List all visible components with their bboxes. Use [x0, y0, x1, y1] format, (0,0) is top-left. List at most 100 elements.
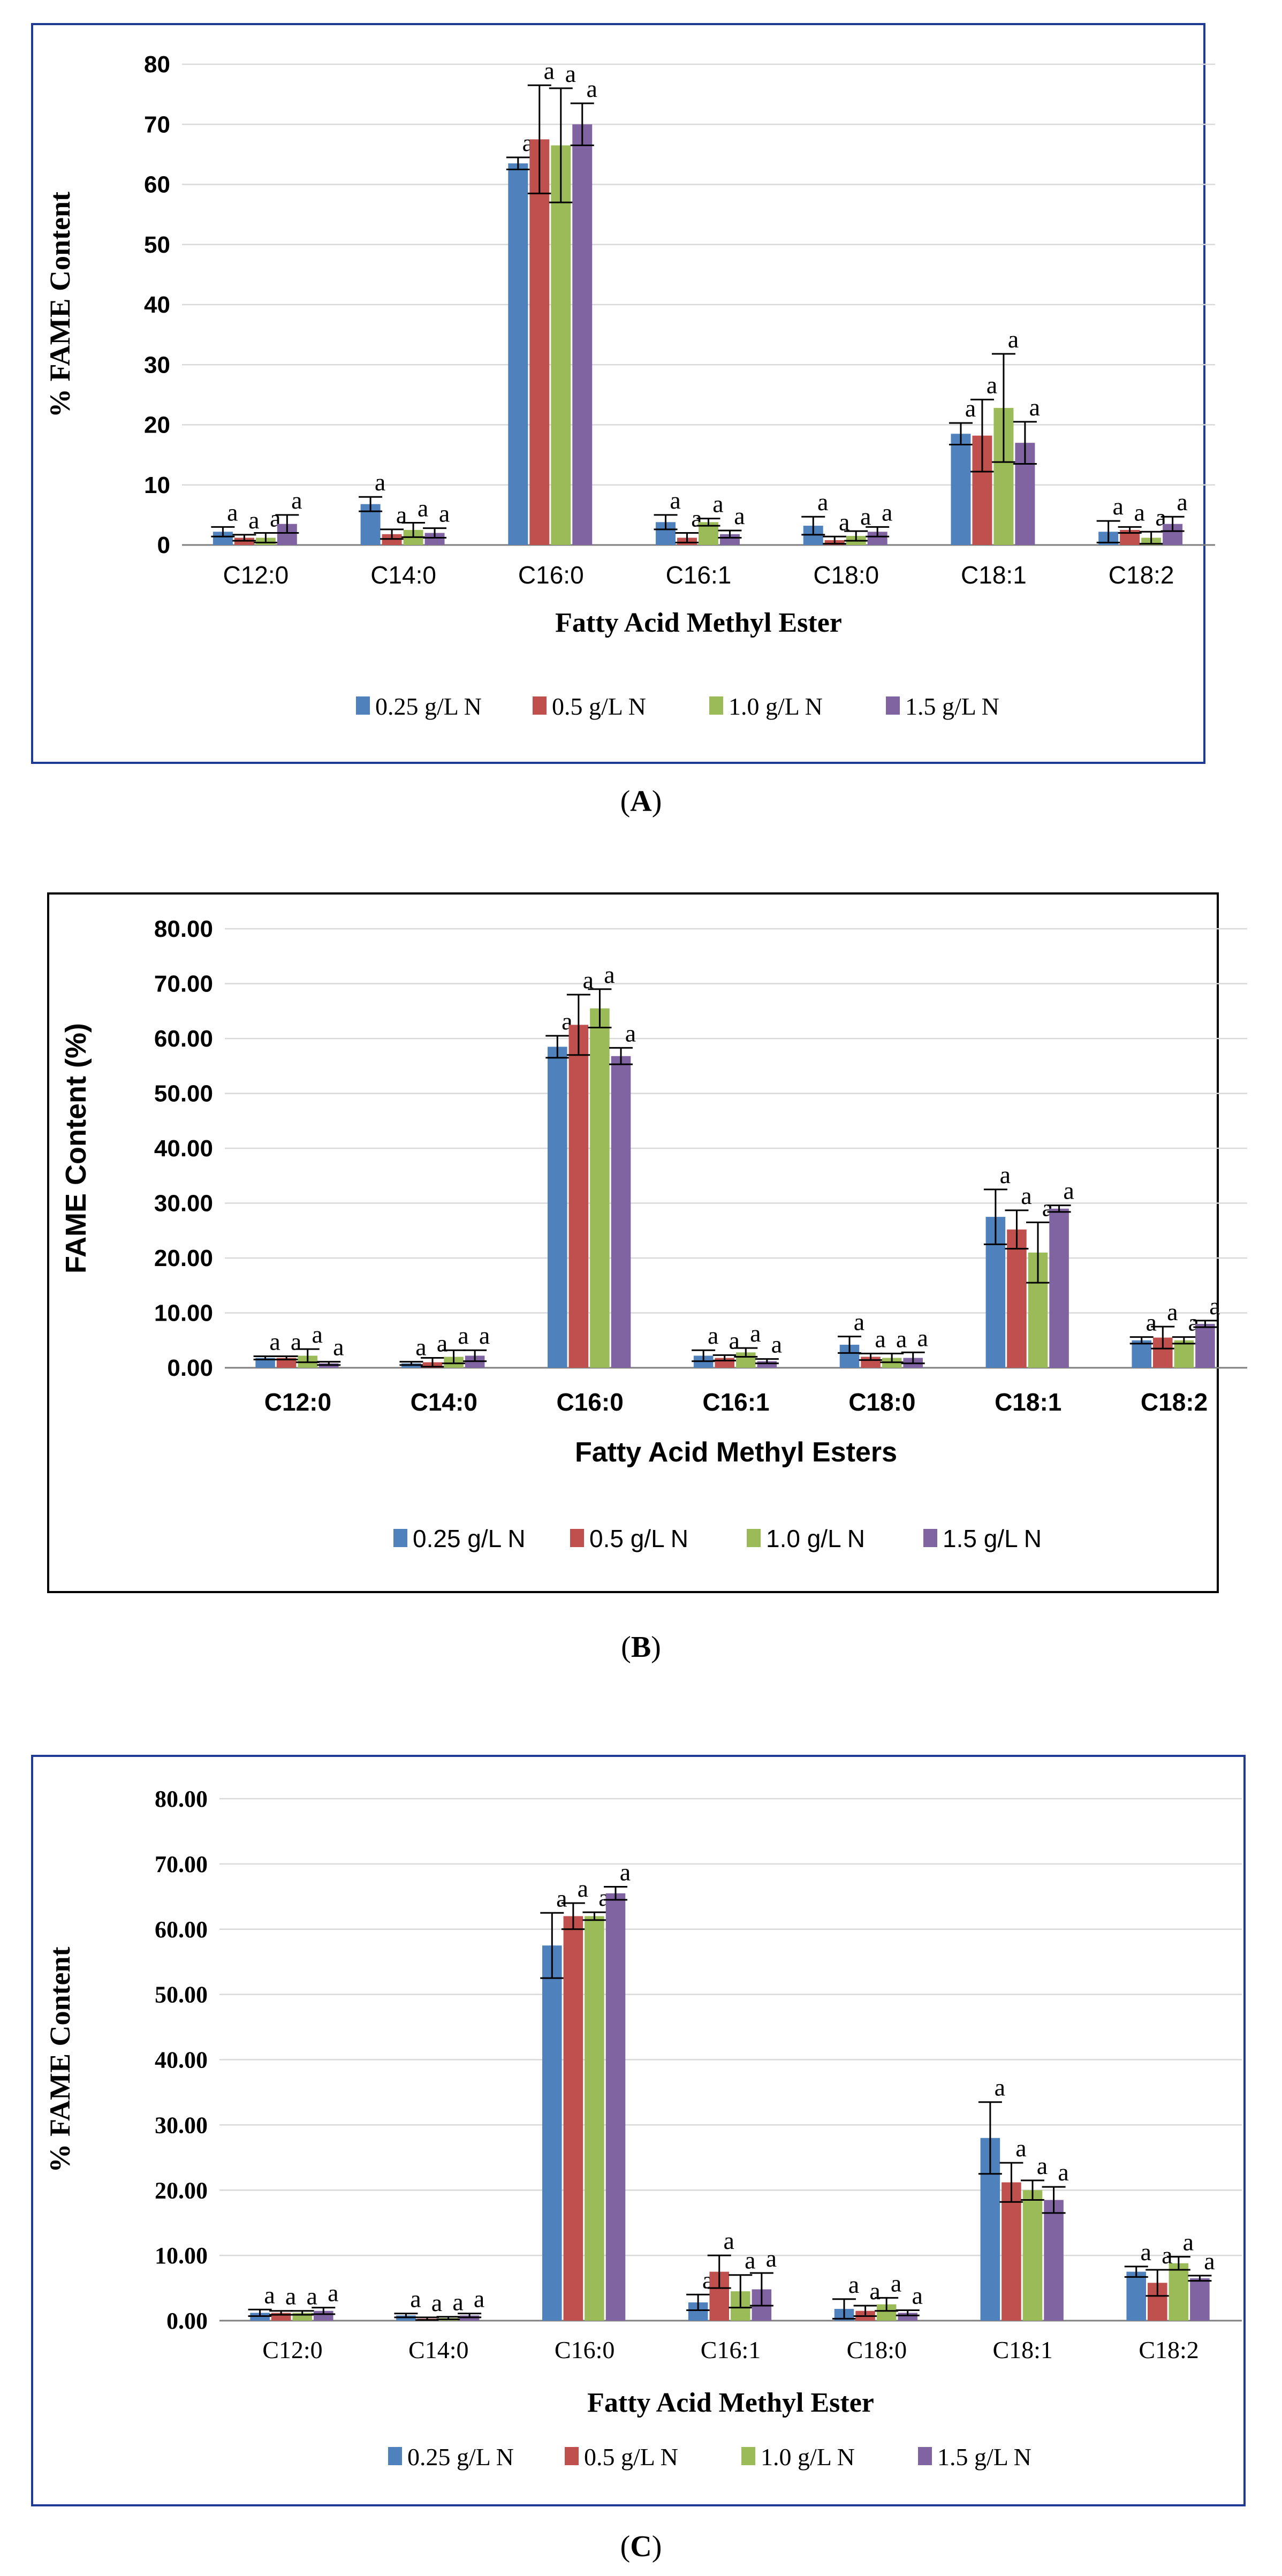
chart-b-legend-swatch — [570, 1529, 584, 1547]
chart-c-bar — [1169, 2263, 1189, 2321]
chart-c-legend-swatch — [565, 2447, 579, 2465]
chart-c-bar — [1190, 2278, 1210, 2321]
chart-b-ytick-label: 50.00 — [154, 1081, 213, 1107]
chart-b-data-label: a — [854, 1308, 864, 1336]
chart-c-legend-label: 0.25 g/L N — [407, 2443, 514, 2471]
chart-b-data-label: a — [1021, 1182, 1031, 1209]
chart-b-data-label: a — [458, 1322, 468, 1349]
chart-c-ytick-label: 40.00 — [155, 2047, 208, 2073]
chart-c-bar — [1126, 2271, 1147, 2321]
chart-c-data-label: a — [578, 1875, 588, 1902]
chart-a-ytick-label: 40 — [144, 292, 170, 318]
chart-c-legend-swatch — [918, 2447, 932, 2465]
chart-a-data-label: a — [817, 488, 828, 516]
chart-c-data-label: a — [766, 2245, 777, 2272]
chart-b-bar — [1195, 1324, 1215, 1368]
chart-c-bar — [563, 1916, 583, 2321]
chart-c-data-label: a — [1204, 2247, 1215, 2275]
panel-a: 0 10 20 30 40 50 60 70 80% FAME Content a a a a C12:0… — [0, 0, 1282, 818]
chart-b-data-label: a — [625, 1019, 636, 1047]
chart-c-xtick-label: C16:1 — [701, 2336, 761, 2363]
chart-b-data-label: a — [1167, 1298, 1178, 1325]
chart-b-legend-label: 0.5 g/L N — [589, 1525, 688, 1552]
chart-c-ytick-label: 30.00 — [155, 2112, 208, 2138]
chart-a-data-label: a — [734, 502, 745, 529]
chart-a-legend-label: 0.25 g/L N — [375, 693, 482, 720]
chart-a-ytick-label: 20 — [144, 412, 170, 438]
chart-c-data-label: a — [474, 2285, 484, 2313]
chart-b-legend-label: 0.25 g/L N — [413, 1525, 526, 1552]
caption-a-letter: A — [630, 785, 652, 818]
chart-c-data-label: a — [848, 2271, 859, 2298]
chart-a-data-label: a — [712, 490, 723, 518]
chart-b: 0.00 10.00 20.00 30.00 40.00 50.00 60.00 70.00 8… — [47, 892, 1247, 1593]
chart-c-legend-swatch — [741, 2447, 755, 2465]
chart-b-xtick-label: C18:2 — [1141, 1388, 1208, 1416]
chart-c-data-label: a — [1037, 2152, 1048, 2179]
chart-b-ytick-label: 20.00 — [154, 1245, 213, 1271]
chart-c-data-label: a — [264, 2281, 275, 2308]
chart-a-xtick-label: C12:0 — [223, 561, 289, 589]
chart-a-xlabel: Fatty Acid Methyl Ester — [555, 608, 842, 638]
chart-a-bar — [719, 534, 740, 545]
chart-c-data-label: a — [556, 1884, 567, 1912]
chart-b-ytick-label: 80.00 — [154, 916, 213, 942]
chart-b-bar — [548, 1047, 567, 1368]
chart-c-bar — [313, 2310, 333, 2321]
chart-b-legend-swatch — [747, 1529, 761, 1547]
chart-c-xtick-label: C18:2 — [1139, 2336, 1198, 2363]
caption-b: (B) — [0, 1630, 1282, 1664]
chart-b-data-label: a — [583, 966, 594, 994]
caption-c-close: ) — [651, 2530, 662, 2563]
chart-b-bar — [1007, 1229, 1027, 1368]
chart-a-ytick-label: 30 — [144, 352, 170, 378]
caption-a: (A) — [0, 784, 1282, 819]
chart-a-legend-label: 1.0 g/L N — [729, 693, 823, 720]
chart-a-bar — [424, 533, 445, 545]
chart-b-data-label: a — [1146, 1309, 1157, 1336]
chart-a-bar — [572, 124, 593, 545]
chart-b-data-label: a — [604, 961, 615, 988]
chart-c-legend-label: 0.5 g/L N — [584, 2443, 678, 2471]
chart-b-xtick-label: C12:0 — [264, 1388, 331, 1416]
chart-b-frame — [47, 892, 1219, 1593]
chart-c: 0.00 10.00 20.00 30.00 40.00 50.00 60.00 70.00 8… — [31, 1755, 1246, 2506]
chart-a-bar — [508, 163, 528, 545]
chart-a-data-label: a — [860, 503, 871, 530]
caption-c-letter: C — [630, 2530, 652, 2563]
chart-c-data-label: a — [869, 2277, 880, 2305]
chart-b-xtick-label: C14:0 — [411, 1388, 477, 1416]
chart-a-ytick-label: 0 — [157, 532, 170, 558]
chart-a-xtick-label: C18:1 — [961, 561, 1027, 589]
chart-b-data-label: a — [708, 1322, 718, 1349]
chart-c-legend-swatch — [388, 2447, 402, 2465]
chart-c-data-label: a — [912, 2282, 922, 2309]
chart-b-ytick-label: 10.00 — [154, 1300, 213, 1327]
chart-a-legend-swatch — [533, 696, 547, 715]
chart-c-data-label: a — [995, 2074, 1005, 2101]
chart-b-data-label: a — [479, 1322, 490, 1349]
chart-c-data-label: a — [745, 2247, 755, 2274]
chart-c-data-label: a — [410, 2285, 421, 2313]
chart-a-ytick-label: 60 — [144, 172, 170, 198]
chart-c-ytick-label: 60.00 — [155, 1916, 208, 1943]
chart-a-legend-swatch — [356, 696, 370, 715]
chart-a-ytick-label: 10 — [144, 472, 170, 498]
chart-c-ytick-label: 0.00 — [166, 2308, 208, 2334]
chart-c-frame — [31, 1755, 1246, 2506]
chart-b-legend-swatch — [923, 1529, 937, 1547]
chart-c-data-label: a — [306, 2283, 317, 2310]
chart-a-legend-swatch — [709, 696, 723, 715]
chart-a-data-label: a — [248, 506, 259, 534]
chart-c-bar — [605, 1893, 626, 2321]
chart-a-data-label: a — [839, 508, 849, 535]
caption-a-open: ( — [620, 785, 631, 818]
chart-b-legend-swatch — [393, 1529, 407, 1547]
chart-a-data-label: a — [1029, 393, 1040, 421]
panel-b: 0.00 10.00 20.00 30.00 40.00 50.00 60.00 70.00 8… — [0, 857, 1282, 1664]
chart-c-ytick-label: 70.00 — [155, 1851, 208, 1877]
panel-c: 0.00 10.00 20.00 30.00 40.00 50.00 60.00 70.00 8… — [0, 1734, 1282, 2575]
chart-a-bar — [951, 434, 971, 545]
chart-c-bar — [585, 1916, 604, 2321]
